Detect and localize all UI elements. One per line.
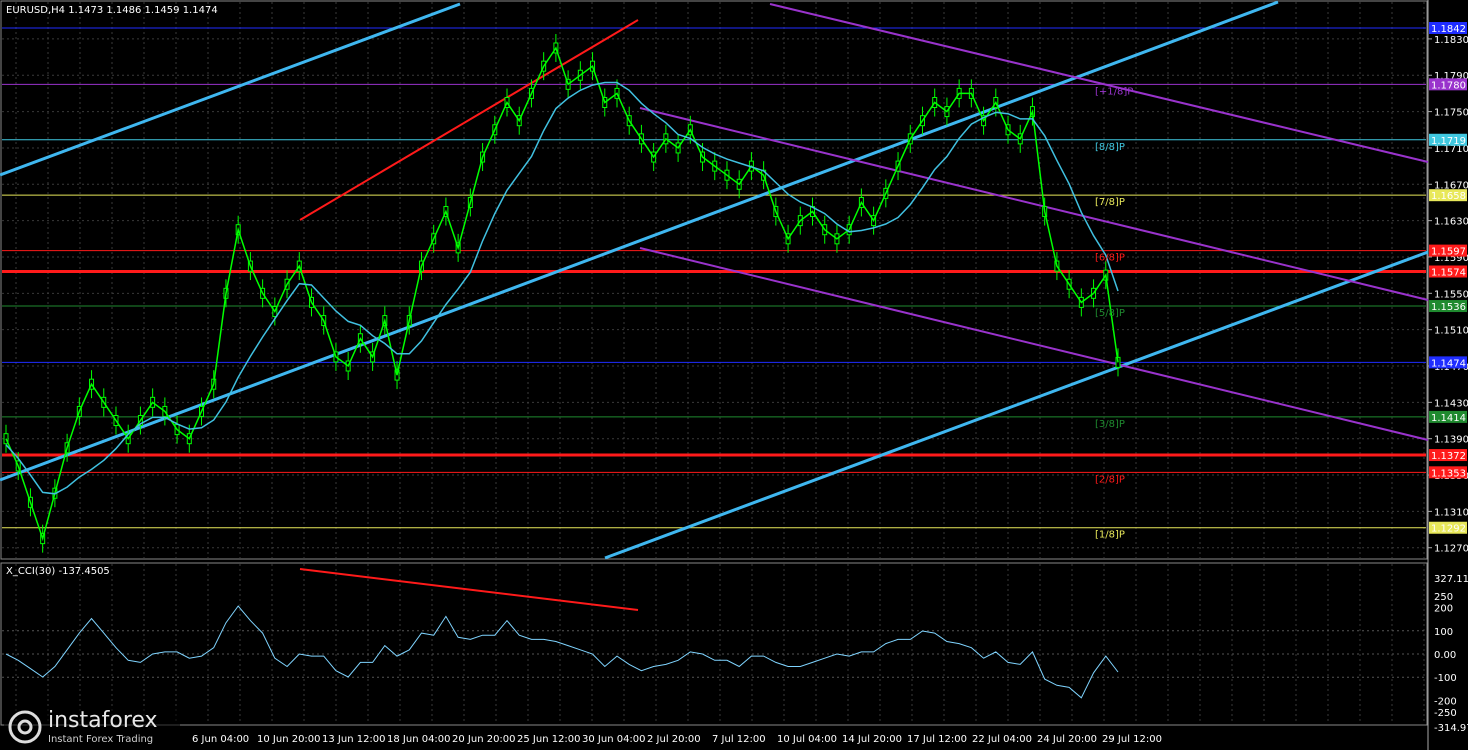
time-tick-label: 24 Jul 20:00 (1037, 734, 1097, 745)
price-label-text: 1.1536 (1431, 302, 1466, 313)
price-tick-label: 1.1790 (1434, 71, 1468, 82)
cci-tick-label: -200 (1434, 696, 1457, 707)
price-label-text: 1.1842 (1431, 24, 1466, 35)
channel-upper-left (0, 2, 461, 177)
red-trendline (299, 19, 639, 221)
price-label-box (1429, 78, 1467, 91)
channel-upper (0, 0, 1279, 482)
cci-tick-label: 200 (1434, 604, 1453, 615)
price-label-box (1429, 189, 1467, 202)
cci-tick-label: 250 (1434, 592, 1453, 603)
price-tick-label: 1.1750 (1434, 108, 1468, 119)
price-label-text: 1.1292 (1431, 524, 1466, 535)
price-series (3, 33, 1121, 553)
cci-tick-label: -250 (1434, 708, 1457, 719)
price-tick-label: 1.1590 (1434, 253, 1468, 264)
murrey-label: [8/8]P (1095, 142, 1125, 153)
price-label-text: 1.1719 (1431, 136, 1466, 147)
murrey-label: [2/8]P (1095, 474, 1125, 485)
murrey-label: [+1/8]P (1095, 86, 1133, 97)
price-tick-label: 1.1670 (1434, 180, 1468, 191)
price-label-box (1429, 244, 1467, 257)
price-label-box (1429, 449, 1467, 462)
price-label-box (1429, 356, 1467, 369)
murrey-label: [5/8]P (1095, 308, 1125, 319)
cci-panel-frame (0, 562, 1428, 726)
purple-channel-top (769, 3, 1429, 163)
cci-line (5, 605, 1119, 699)
price-line (5, 46, 1119, 542)
time-tick-label: 6 Jun 04:00 (192, 734, 249, 745)
price-tick-label: 1.1510 (1434, 326, 1468, 337)
time-tick-label: 13 Jun 12:00 (322, 734, 386, 745)
price-tick-label: 1.1430 (1434, 398, 1468, 409)
brand-tagline: Instant Forex Trading (48, 734, 154, 745)
price-label-text: 1.1780 (1431, 80, 1466, 91)
murrey-label: [3/8]P (1095, 419, 1125, 430)
purple-channel-mid (639, 107, 1429, 301)
price-label-box (1429, 521, 1467, 534)
murrey-label: [6/8]P (1095, 253, 1125, 264)
price-label-box (1429, 300, 1467, 313)
cci-tick-label: 327.116 (1434, 574, 1468, 585)
logo-icon (8, 710, 42, 744)
time-tick-label: 18 Jun 04:00 (387, 734, 451, 745)
cci-tick-label: -100 (1434, 673, 1457, 684)
price-label-box (1429, 466, 1467, 479)
brand-name: instaforex (48, 708, 158, 733)
price-tick-label: 1.1390 (1434, 435, 1468, 446)
time-tick-label: 17 Jul 12:00 (907, 734, 967, 745)
price-tick-label: 1.1270 (1434, 544, 1468, 555)
cci-tick-label: 0.00 (1434, 650, 1456, 661)
time-tick-label: 14 Jul 20:00 (842, 734, 902, 745)
cci-indicator (2, 568, 1426, 699)
cci-tick-label: -314.975 (1434, 723, 1468, 734)
candle-body (3, 433, 9, 445)
price-tick-label: 1.1630 (1434, 217, 1468, 228)
time-tick-label: 20 Jun 20:00 (452, 734, 516, 745)
price-label-text: 1.1474 (1431, 358, 1466, 369)
price-label-box (1429, 410, 1467, 423)
chart-grid (0, 0, 1429, 750)
time-tick-label: 7 Jul 12:00 (712, 734, 766, 745)
channel-lower (604, 250, 1429, 560)
murrey-label: [7/8]P (1095, 197, 1125, 208)
brand-logo: instaforex Instant Forex Trading (4, 706, 180, 748)
price-label-text: 1.1414 (1431, 413, 1466, 424)
trend-lines (0, 0, 1429, 560)
price-label-box (1429, 22, 1467, 34)
time-tick-label: 10 Jul 04:00 (777, 734, 837, 745)
purple-channel-bottom (639, 247, 1429, 441)
price-tick-label: 1.1550 (1434, 289, 1468, 300)
time-tick-label: 25 Jun 12:00 (517, 734, 581, 745)
price-label-text: 1.1597 (1431, 247, 1466, 258)
time-tick-label: 10 Jun 20:00 (257, 734, 321, 745)
chart-caption: EURUSD,H4 1.1473 1.1486 1.1459 1.1474 (6, 5, 218, 16)
time-tick-label: 2 Jul 20:00 (647, 734, 701, 745)
price-label-text: 1.1658 (1431, 191, 1466, 202)
price-label-box (1429, 265, 1467, 278)
time-tick-label: 22 Jul 04:00 (972, 734, 1032, 745)
time-tick-label: 29 Jul 12:00 (1102, 734, 1162, 745)
price-label-text: 1.1372 (1431, 451, 1466, 462)
cci-tick-label: 100 (1434, 627, 1453, 638)
price-panel-frame (0, 0, 1428, 560)
time-tick-label: 30 Jun 04:00 (582, 734, 646, 745)
price-tick-label: 1.1710 (1434, 144, 1468, 155)
price-label-text: 1.1574 (1431, 268, 1466, 279)
cci-divergence-line (299, 568, 639, 611)
price-label-box (1429, 133, 1467, 146)
murrey-label: [1/8]P (1095, 530, 1125, 541)
price-tick-label: 1.1830 (1434, 35, 1468, 46)
price-label-text: 1.1353 (1431, 468, 1466, 479)
cci-caption: X_CCI(30) -137.4505 (6, 566, 110, 577)
chart-axes: 1.1830 1.1790 1.1750 1.1710 1.1670 1.1630 1.15… (192, 22, 1468, 745)
price-tick-label: 1.1310 (1434, 507, 1468, 518)
moving-average-line (5, 81, 1119, 495)
